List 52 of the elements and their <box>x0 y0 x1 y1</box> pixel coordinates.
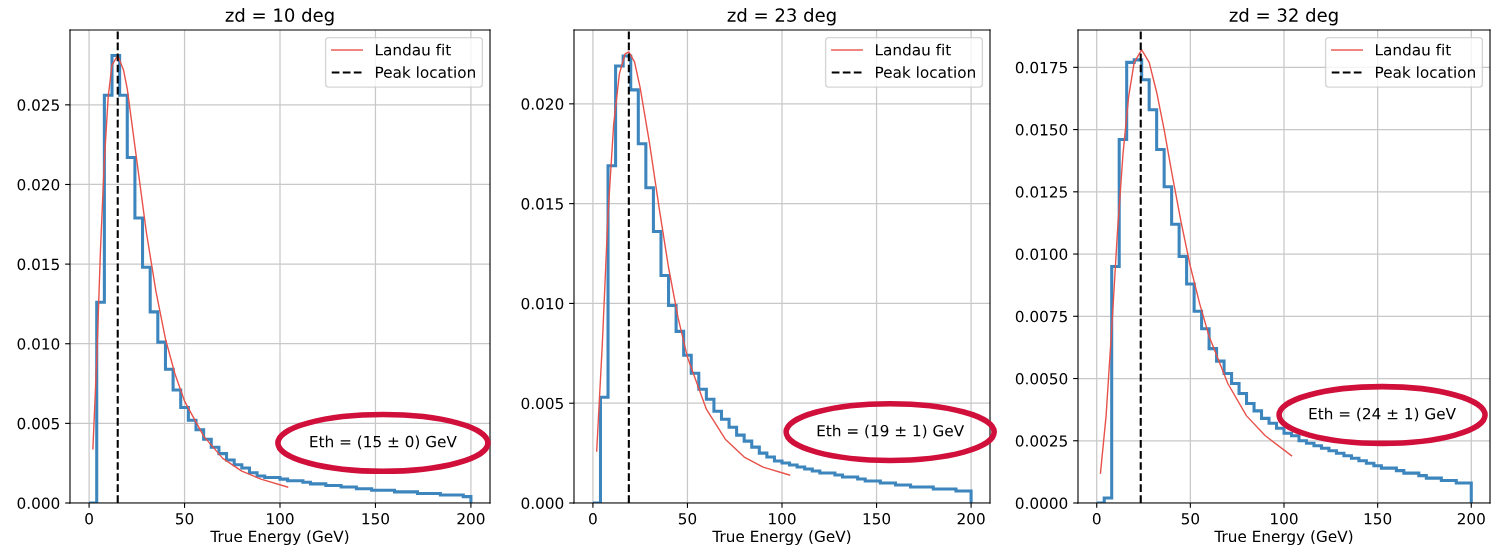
x-tick-label: 150 <box>1364 512 1392 525</box>
y-tick-label: 0.015 <box>521 198 563 210</box>
annotation: Eth = (15 ± 0) GeV <box>310 435 457 450</box>
x-tick-label: 150 <box>863 512 891 525</box>
x-tick-label: 150 <box>362 512 390 525</box>
x-tick-label: 0 <box>85 512 93 525</box>
line-series <box>92 54 289 488</box>
ref-line-label: Peak location <box>1376 66 1475 78</box>
x-axis-title: True Energy (GeV) <box>1214 530 1353 546</box>
line-series <box>1099 49 1293 474</box>
x-tick-label: 100 <box>267 512 294 525</box>
legend-label: Landau fit <box>1376 43 1451 56</box>
chart-title: zd = 10 deg <box>225 7 334 26</box>
y-tick-label: 0.0125 <box>1015 186 1067 198</box>
annotation: Eth = (19 ± 1) GeV <box>817 424 965 439</box>
ref-line-label: Peak location <box>376 66 475 78</box>
y-tick-label: 0.020 <box>521 98 564 110</box>
ref-line-label: Peak location <box>876 66 975 78</box>
x-tick-label: 100 <box>1271 512 1298 525</box>
x-tick-label: 0 <box>1092 512 1101 525</box>
y-tick-label: 0.010 <box>521 297 564 310</box>
x-tick-label: 50 <box>678 512 697 525</box>
y-tick-label: 0.0150 <box>1015 124 1068 136</box>
y-tick-label: 0.0050 <box>1015 372 1068 385</box>
chart-title: zd = 32 deg <box>1229 7 1338 26</box>
y-tick-label: 0.010 <box>17 338 60 350</box>
chart-title: zd = 23 deg <box>727 7 836 26</box>
x-axis-title: True Energy (GeV) <box>210 530 349 546</box>
y-tick-label: 0.000 <box>521 497 564 510</box>
x-tick-label: 100 <box>769 512 796 525</box>
y-tick-label: 0.005 <box>521 397 563 410</box>
y-tick-label: 0.0100 <box>1015 248 1068 261</box>
y-tick-label: 0.025 <box>17 99 59 111</box>
annotation: Eth = (24 ± 1) GeV <box>1309 407 1456 422</box>
y-tick-label: 0.0000 <box>1015 497 1068 510</box>
y-tick-label: 0.000 <box>17 497 60 510</box>
y-tick-label: 0.0075 <box>1015 310 1067 323</box>
line-series <box>595 51 791 476</box>
x-tick-label: 50 <box>176 512 194 525</box>
legend-label: Landau fit <box>376 43 451 56</box>
y-tick-label: 0.020 <box>17 178 60 191</box>
y-tick-label: 0.005 <box>17 417 59 430</box>
y-tick-label: 0.0025 <box>1015 435 1067 447</box>
x-tick-label: 50 <box>1181 512 1200 525</box>
x-axis-title: True Energy (GeV) <box>712 530 851 546</box>
y-tick-label: 0.015 <box>17 258 59 271</box>
x-tick-label: 0 <box>589 512 597 525</box>
legend-label: Landau fit <box>876 43 951 56</box>
x-tick-label: 200 <box>457 512 485 525</box>
x-tick-label: 200 <box>1457 512 1485 525</box>
x-tick-label: 200 <box>957 512 985 525</box>
y-tick-label: 0.0175 <box>1015 61 1067 74</box>
